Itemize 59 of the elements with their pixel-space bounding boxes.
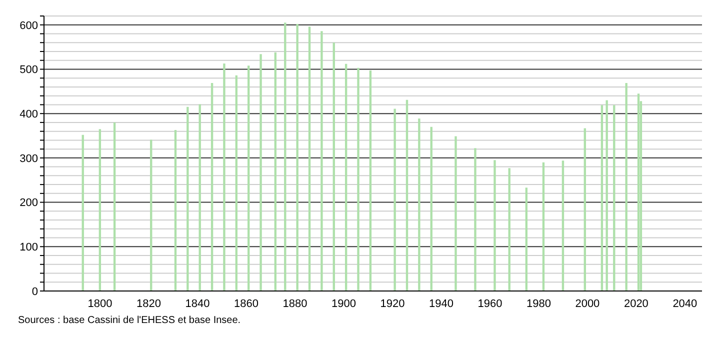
bar <box>613 105 616 291</box>
bar <box>247 66 250 291</box>
bar <box>625 82 628 291</box>
bar <box>332 42 335 291</box>
bar <box>369 70 372 291</box>
bar <box>174 130 177 291</box>
bar <box>606 100 608 291</box>
x-tick-label: 1820 <box>136 298 162 310</box>
bar <box>274 52 276 291</box>
y-tick-label: 600 <box>20 20 38 32</box>
bar <box>584 128 586 291</box>
bar <box>394 108 396 291</box>
source-note: Sources : base Cassini de l'EHESS et base Insee. <box>18 315 242 326</box>
x-tick-label: 1980 <box>526 298 551 310</box>
bar <box>223 63 226 291</box>
x-tick-label: 2000 <box>575 298 600 310</box>
bar <box>113 122 116 291</box>
bar <box>344 64 348 291</box>
x-tick-label: 2040 <box>672 298 698 310</box>
bar <box>150 140 152 291</box>
y-tick-label: 200 <box>20 197 38 210</box>
bar <box>284 22 286 291</box>
x-tick-label: 1940 <box>428 298 454 310</box>
y-tick-label: 0 <box>32 286 38 298</box>
bar <box>562 160 564 291</box>
x-tick-label: 1900 <box>332 298 356 310</box>
bar <box>542 162 545 291</box>
y-tick-label: 300 <box>20 152 38 165</box>
bar <box>186 106 189 291</box>
bar <box>98 129 102 291</box>
bar <box>525 188 528 291</box>
bar <box>260 54 262 291</box>
bar <box>82 134 84 291</box>
bar <box>198 104 201 291</box>
bar <box>454 136 457 291</box>
bar <box>406 100 408 291</box>
bar <box>296 24 298 291</box>
bar <box>494 160 496 291</box>
bar <box>430 126 432 291</box>
x-tick-label: 1800 <box>88 298 112 310</box>
bar <box>508 168 510 291</box>
y-tick-label: 500 <box>20 64 38 76</box>
x-tick-label: 1880 <box>282 298 308 310</box>
x-tick-label: 2020 <box>624 298 648 310</box>
bar <box>418 118 420 291</box>
y-tick-label: 100 <box>20 242 38 254</box>
x-tick-label: 1860 <box>234 298 259 310</box>
x-tick-label: 1920 <box>380 298 405 310</box>
bar <box>308 26 311 291</box>
bar <box>210 82 214 291</box>
bar <box>235 75 238 291</box>
y-tick-label: 400 <box>20 108 38 120</box>
bar <box>600 105 604 291</box>
bar <box>637 94 640 291</box>
bar <box>357 68 360 291</box>
x-tick-label: 1960 <box>478 298 502 310</box>
x-tick-label: 1840 <box>185 298 210 310</box>
bar <box>320 31 323 291</box>
bar <box>474 148 476 291</box>
